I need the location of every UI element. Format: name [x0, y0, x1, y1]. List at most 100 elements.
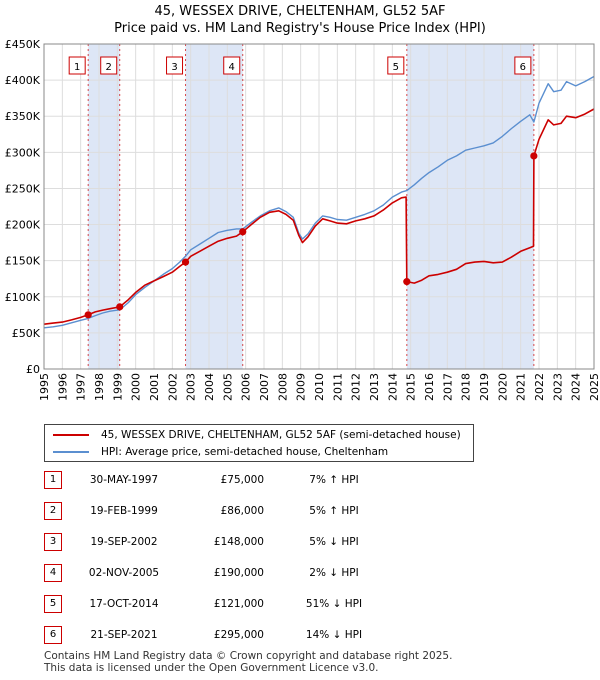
- sale-price: £190,000: [213, 567, 264, 579]
- sale-date: 30-MAY-1997: [89, 474, 159, 486]
- sale-date: 21-SEP-2021: [90, 629, 158, 641]
- sale-row: 1 30-MAY-1997 £75,000 7% ↑ HPI: [44, 470, 484, 490]
- y-tick-label: £400K: [5, 74, 41, 87]
- x-tick-label: 2014: [386, 373, 399, 401]
- sale-point: [403, 278, 411, 286]
- hpi-line: [43, 75, 595, 329]
- x-tick-label: 2019: [478, 373, 491, 401]
- sale-marker-label: 2: [106, 62, 112, 73]
- sale-marker-label: 4: [229, 62, 235, 73]
- sale-price: £295,000: [213, 629, 264, 641]
- legend-swatch-property: [53, 434, 89, 436]
- x-tick-label: 2021: [515, 373, 528, 401]
- sale-price: £75,000: [220, 474, 264, 486]
- x-tick-label: 2009: [295, 373, 308, 401]
- sale-marker-box: [223, 56, 241, 75]
- x-tick-label: 2000: [130, 373, 143, 401]
- sale-marker-box: [387, 56, 405, 75]
- x-tick-label: 2010: [313, 373, 326, 401]
- sale-date: 19-SEP-2002: [90, 536, 158, 548]
- chart-legend: 45, WESSEX DRIVE, CHELTENHAM, GL52 5AF (…: [44, 424, 474, 462]
- sale-marker-label: 5: [393, 62, 399, 73]
- sale-number-badge: 3: [44, 533, 62, 551]
- sale-marker-box: [68, 56, 86, 75]
- sale-point: [84, 311, 92, 319]
- sale-marker-box: [514, 56, 532, 75]
- y-tick-label: £350K: [5, 110, 41, 123]
- sale-date: 17-OCT-2014: [89, 598, 159, 610]
- chart-subtitle: Price paid vs. HM Land Registry's House …: [114, 21, 486, 36]
- sale-number-badge: 2: [44, 502, 62, 520]
- y-tick-label: £200K: [5, 219, 41, 232]
- sale-number-badge: 1: [44, 471, 62, 489]
- ownership-shade: [406, 44, 534, 369]
- x-tick-label: 2004: [203, 373, 216, 401]
- x-tick-label: 2015: [405, 373, 418, 401]
- sale-price: £148,000: [213, 536, 264, 548]
- sale-marker-label: 6: [520, 62, 526, 73]
- x-tick-label: 2012: [350, 373, 363, 401]
- sale-hpi-comparison: 5% ↓ HPI: [309, 536, 359, 548]
- x-tick-label: 1999: [111, 373, 124, 401]
- footer-attribution: Contains HM Land Registry data © Crown c…: [44, 650, 452, 674]
- x-tick-label: 1997: [75, 373, 88, 401]
- x-tick-label: 2001: [148, 373, 161, 401]
- sale-point: [116, 303, 124, 311]
- sale-marker-box: [166, 56, 184, 75]
- x-tick-label: 2007: [258, 373, 271, 401]
- x-tick-label: 1996: [56, 373, 69, 401]
- x-tick-label: 2024: [570, 373, 583, 401]
- sale-price: £121,000: [213, 598, 264, 610]
- x-tick-label: 2025: [588, 373, 600, 401]
- x-tick-label: 2013: [368, 373, 381, 401]
- y-tick-label: £300K: [5, 146, 41, 159]
- sale-point: [239, 228, 247, 236]
- x-tick-label: 2022: [533, 373, 546, 401]
- sale-row: 5 17-OCT-2014 £121,000 51% ↓ HPI: [44, 594, 484, 614]
- sale-row: 2 19-FEB-1999 £86,000 5% ↑ HPI: [44, 501, 484, 521]
- sale-row: 4 02-NOV-2005 £190,000 2% ↓ HPI: [44, 563, 484, 583]
- x-tick-label: 2023: [551, 373, 564, 401]
- x-tick-label: 2020: [496, 373, 509, 401]
- chart-title-block: 45, WESSEX DRIVE, CHELTENHAM, GL52 5AF P…: [0, 3, 600, 37]
- y-tick-label: £150K: [5, 255, 41, 268]
- sale-number-badge: 5: [44, 595, 62, 613]
- property-price-line: [43, 108, 595, 325]
- sale-point: [530, 152, 538, 160]
- y-tick-label: £100K: [5, 291, 41, 304]
- x-tick-label: 2017: [441, 373, 454, 401]
- sale-marker-label: 1: [74, 62, 80, 73]
- chart-title: 45, WESSEX DRIVE, CHELTENHAM, GL52 5AF: [154, 4, 446, 19]
- footer-license: This data is licensed under the Open Gov…: [44, 662, 379, 674]
- ownership-shade: [88, 44, 120, 369]
- plot-frame: [43, 43, 595, 370]
- y-tick-label: £450K: [5, 38, 41, 51]
- footer-copyright: Contains HM Land Registry data © Crown c…: [44, 650, 453, 662]
- x-tick-label: 2002: [166, 373, 179, 401]
- legend-label-property: 45, WESSEX DRIVE, CHELTENHAM, GL52 5AF (…: [101, 429, 461, 441]
- x-tick-label: 2018: [460, 373, 473, 401]
- y-tick-label: £50K: [12, 327, 41, 340]
- x-tick-label: 1995: [38, 373, 51, 401]
- legend-swatch-hpi: [53, 451, 89, 453]
- x-tick-label: 2011: [331, 373, 344, 401]
- x-tick-label: 2005: [221, 373, 234, 401]
- sale-date: 19-FEB-1999: [90, 505, 158, 517]
- sale-hpi-comparison: 51% ↓ HPI: [305, 598, 363, 610]
- x-tick-label: 2008: [276, 373, 289, 401]
- sale-hpi-comparison: 2% ↓ HPI: [309, 567, 359, 579]
- x-tick-label: 2003: [185, 373, 198, 401]
- sale-hpi-comparison: 7% ↑ HPI: [309, 474, 359, 486]
- legend-label-hpi: HPI: Average price, semi-detached house,…: [101, 446, 389, 458]
- sale-price: £86,000: [220, 505, 264, 517]
- sale-row: 6 21-SEP-2021 £295,000 14% ↓ HPI: [44, 625, 484, 645]
- y-tick-label: £0: [26, 363, 40, 376]
- ownership-shade: [185, 44, 243, 369]
- sale-date: 02-NOV-2005: [88, 567, 160, 579]
- sale-number-badge: 6: [44, 626, 62, 644]
- sale-row: 3 19-SEP-2002 £148,000 5% ↓ HPI: [44, 532, 484, 552]
- sale-hpi-comparison: 14% ↓ HPI: [305, 629, 363, 641]
- x-tick-label: 2016: [423, 373, 436, 401]
- sale-marker-label: 3: [171, 62, 177, 73]
- sale-point: [181, 258, 190, 266]
